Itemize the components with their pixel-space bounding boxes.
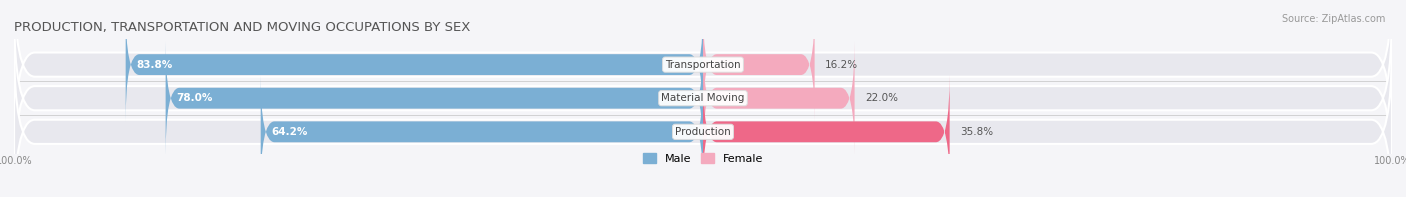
FancyBboxPatch shape xyxy=(703,8,814,121)
Text: 78.0%: 78.0% xyxy=(176,93,212,103)
Legend: Male, Female: Male, Female xyxy=(638,149,768,169)
Text: Source: ZipAtlas.com: Source: ZipAtlas.com xyxy=(1281,14,1385,24)
Text: Production: Production xyxy=(675,127,731,137)
FancyBboxPatch shape xyxy=(703,75,949,189)
FancyBboxPatch shape xyxy=(14,43,1392,197)
Text: 22.0%: 22.0% xyxy=(865,93,898,103)
FancyBboxPatch shape xyxy=(14,9,1392,187)
Text: 16.2%: 16.2% xyxy=(825,60,858,70)
Text: Transportation: Transportation xyxy=(665,60,741,70)
FancyBboxPatch shape xyxy=(125,8,703,121)
Text: 35.8%: 35.8% xyxy=(960,127,993,137)
FancyBboxPatch shape xyxy=(703,41,855,155)
FancyBboxPatch shape xyxy=(260,75,703,189)
Text: PRODUCTION, TRANSPORTATION AND MOVING OCCUPATIONS BY SEX: PRODUCTION, TRANSPORTATION AND MOVING OC… xyxy=(14,21,471,34)
FancyBboxPatch shape xyxy=(166,41,703,155)
FancyBboxPatch shape xyxy=(14,0,1392,153)
Text: 83.8%: 83.8% xyxy=(136,60,173,70)
Text: 64.2%: 64.2% xyxy=(271,127,308,137)
Text: Material Moving: Material Moving xyxy=(661,93,745,103)
